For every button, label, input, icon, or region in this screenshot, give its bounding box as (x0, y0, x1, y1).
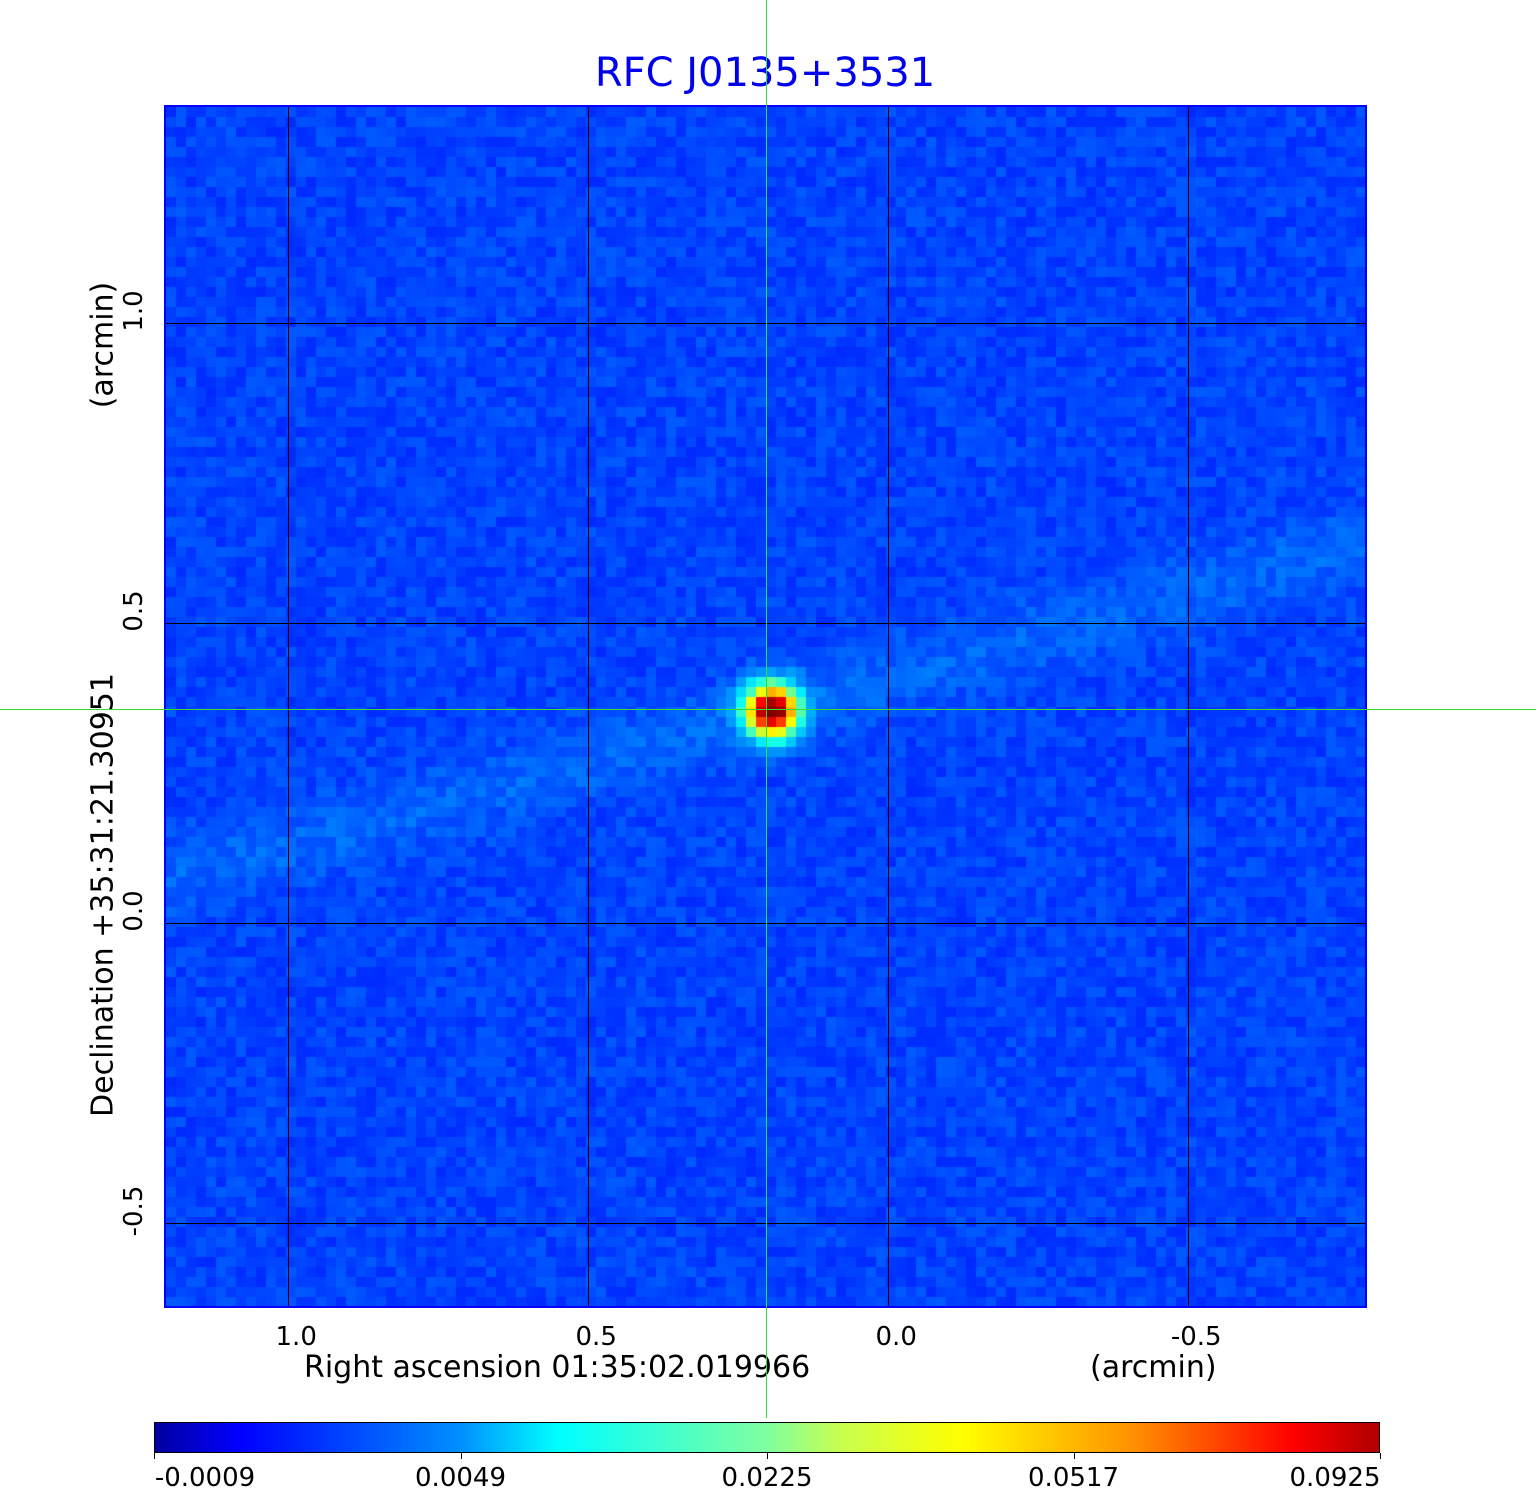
chart-title: RFC J0135+3531 (594, 50, 936, 96)
x-axis-unit: (arcmin) (1090, 1350, 1217, 1385)
y-tick-label: 1.0 (119, 290, 149, 332)
y-tick-label: 0.0 (119, 890, 149, 932)
colorbar-tick-label: -0.0009 (154, 1463, 256, 1493)
colorbar-tick (460, 1453, 462, 1459)
colorbar-tick (767, 1453, 768, 1459)
colorbar-tick (1380, 1453, 1381, 1459)
x-tick-label: 0.5 (575, 1322, 617, 1352)
colorbar-tick-label: 0.0925 (1289, 1463, 1381, 1493)
grid-line-y (166, 922, 1365, 924)
image-plot-area (164, 105, 1367, 1308)
x-tick-label: -0.5 (1170, 1322, 1222, 1352)
colorbar-tick-label: 0.0517 (1028, 1463, 1119, 1493)
grid-line-y (166, 1222, 1365, 1224)
y-axis-label: Declination +35:31:21.30951 (85, 673, 121, 1117)
grid-line-x (1188, 107, 1190, 1306)
y-tick-label: 0.5 (119, 590, 149, 632)
intensity-heatmap (166, 107, 1365, 1306)
y-axis-unit: (arcmin) (85, 281, 121, 409)
x-tick-label: 0.0 (875, 1322, 917, 1352)
grid-line-x (288, 107, 290, 1306)
crosshair-horizontal (0, 709, 1536, 710)
colorbar-tick (154, 1453, 155, 1459)
grid-line-x (888, 107, 890, 1306)
colorbar-tick-label: 0.0225 (721, 1463, 813, 1493)
colorbar-tick (1073, 1453, 1075, 1459)
grid-line-y (166, 322, 1365, 324)
colorbar (154, 1422, 1380, 1453)
colorbar-tick-label: 0.0049 (415, 1463, 506, 1493)
grid-line-y (166, 622, 1365, 624)
grid-line-x (588, 107, 590, 1306)
x-tick-label: 1.0 (275, 1322, 317, 1352)
y-tick-label: -0.5 (119, 1185, 149, 1237)
x-axis-label: Right ascension 01:35:02.019966 (304, 1350, 811, 1385)
